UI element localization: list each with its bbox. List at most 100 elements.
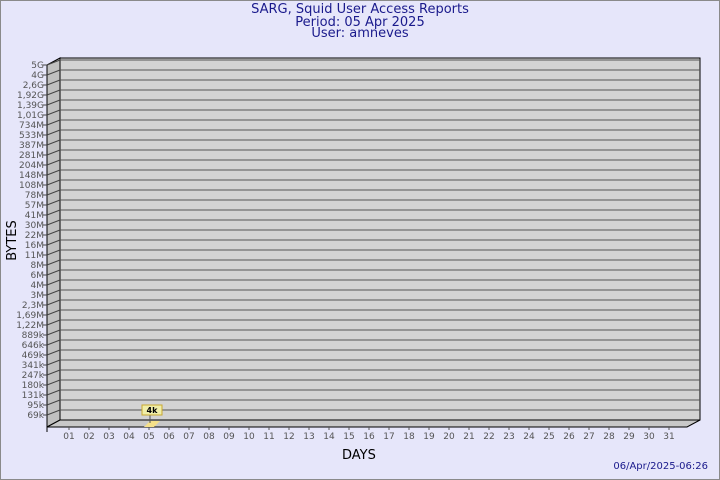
y-tick-label: 5G xyxy=(31,61,44,71)
x-tick-label: 28 xyxy=(603,432,615,442)
x-tick-label: 15 xyxy=(343,432,354,442)
x-tick-label: 11 xyxy=(263,432,274,442)
y-tick-label: 8M xyxy=(31,261,45,271)
y-tick-label: 95k xyxy=(27,401,44,411)
x-tick-label: 14 xyxy=(323,432,335,442)
y-tick-label: 3M xyxy=(31,291,45,301)
y-tick-label: 1,22M xyxy=(16,321,44,331)
y-tick-label: 889k xyxy=(22,331,45,341)
grid-line-side xyxy=(46,139,61,146)
data-label: 4k xyxy=(147,406,159,415)
x-tick-label: 04 xyxy=(123,432,135,442)
grid-line-side xyxy=(46,219,61,226)
y-tick-label: 57M xyxy=(25,201,44,211)
y-tick-label: 108M xyxy=(19,181,44,191)
y-tick-label: 1,01G xyxy=(17,111,44,121)
grid-line-side xyxy=(46,329,61,336)
x-tick-label: 09 xyxy=(223,432,235,442)
grid-line-side xyxy=(46,279,61,286)
y-tick-label: 1,69M xyxy=(16,311,44,321)
chart-title: SARG, Squid User Access Reports xyxy=(251,2,469,17)
grid-line-side xyxy=(46,209,61,216)
x-tick-label: 05 xyxy=(143,432,154,442)
y-tick-label: 387M xyxy=(19,141,44,151)
y-tick-label: 247k xyxy=(22,371,45,381)
x-tick-label: 19 xyxy=(423,432,435,442)
x-tick-label: 18 xyxy=(403,432,415,442)
y-tick-label: 78M xyxy=(25,191,44,201)
grid-line-side xyxy=(46,149,61,156)
x-tick-label: 12 xyxy=(283,432,294,442)
grid-line-side xyxy=(46,189,61,196)
y-tick-label: 2,3M xyxy=(22,301,44,311)
grid-line-side xyxy=(46,59,61,66)
grid-line-side xyxy=(46,239,61,246)
x-tick-label: 29 xyxy=(623,432,635,442)
x-tick-label: 16 xyxy=(363,432,375,442)
y-tick-label: 533M xyxy=(19,131,44,141)
grid-line-side xyxy=(46,379,61,386)
y-tick-label: 469k xyxy=(22,351,45,361)
grid-line-side xyxy=(46,159,61,166)
grid-line-side xyxy=(46,339,61,346)
x-tick-label: 07 xyxy=(183,432,194,442)
grid-line-side xyxy=(46,79,61,86)
x-tick-label: 13 xyxy=(303,432,314,442)
grid-line-side xyxy=(46,249,61,256)
grid-line-side xyxy=(46,69,61,76)
chart-period: Period: 05 Apr 2025 xyxy=(295,15,425,30)
y-tick-label: 1,92G xyxy=(17,91,44,101)
x-tick-label: 24 xyxy=(523,432,535,442)
x-tick-label: 27 xyxy=(583,432,594,442)
y-tick-label: 131k xyxy=(22,391,45,401)
grid-line-side xyxy=(46,299,61,306)
grid-line-side xyxy=(46,389,61,396)
grid-line-side xyxy=(46,309,61,316)
grid-line-side xyxy=(46,349,61,356)
x-axis-label: DAYS xyxy=(342,448,376,463)
y-tick-label: 281M xyxy=(19,151,44,161)
grid-line-side xyxy=(46,169,61,176)
y-tick-label: 4M xyxy=(31,281,45,291)
y-tick-label: 69k xyxy=(27,411,44,421)
grid-line-side xyxy=(46,359,61,366)
x-tick-label: 06 xyxy=(163,432,175,442)
x-tick-label: 17 xyxy=(383,432,394,442)
y-tick-label: 22M xyxy=(25,231,44,241)
x-tick-label: 25 xyxy=(543,432,554,442)
grid-line-side xyxy=(46,409,61,416)
grid-line-side xyxy=(46,89,61,96)
y-tick-label: 341k xyxy=(22,361,45,371)
x-tick-label: 30 xyxy=(643,432,655,442)
grid-line-side xyxy=(46,229,61,236)
x-tick-label: 26 xyxy=(563,432,575,442)
y-tick-label: 646k xyxy=(22,341,45,351)
grid-line-side xyxy=(46,289,61,296)
y-tick-label: 4G xyxy=(31,71,44,81)
x-tick-label: 08 xyxy=(203,432,215,442)
x-tick-label: 03 xyxy=(103,432,114,442)
y-tick-label: 30M xyxy=(25,221,44,231)
x-tick-label: 01 xyxy=(63,432,74,442)
y-tick-label: 16M xyxy=(25,241,44,251)
y-axis-label: BYTES xyxy=(4,220,20,261)
x-tick-label: 22 xyxy=(483,432,494,442)
grid-line-side xyxy=(46,319,61,326)
grid-line-side xyxy=(46,179,61,186)
y-tick-label: 1,39G xyxy=(17,101,44,111)
x-tick-label: 20 xyxy=(443,432,455,442)
grid-line-side xyxy=(46,199,61,206)
grid-line-side xyxy=(46,119,61,126)
grid-line-side xyxy=(46,399,61,406)
grid-line-side xyxy=(46,259,61,266)
y-tick-label: 2,6G xyxy=(23,81,44,91)
grid-line-side xyxy=(46,109,61,116)
grid-line-side xyxy=(46,99,61,106)
data-label-box xyxy=(141,404,163,416)
y-tick-label: 180k xyxy=(22,381,45,391)
y-tick-label: 148M xyxy=(19,171,44,181)
grid-line-side xyxy=(46,369,61,376)
grid-line-side xyxy=(46,269,61,276)
bar-day-05 xyxy=(144,421,160,427)
